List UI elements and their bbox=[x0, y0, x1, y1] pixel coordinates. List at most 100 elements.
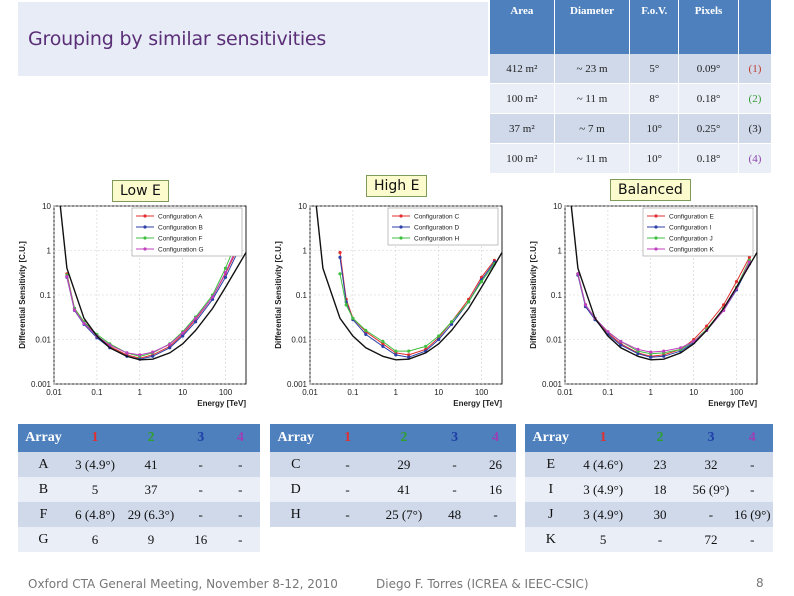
array-row: G 6 9 16- bbox=[18, 527, 260, 552]
footer-meeting: Oxford CTA General Meeting, November 8-1… bbox=[28, 577, 338, 591]
data-point bbox=[394, 353, 398, 357]
array-cell: G bbox=[18, 527, 69, 552]
array-cell: J bbox=[525, 502, 577, 527]
array-header-cell: 4 bbox=[731, 424, 773, 452]
data-point bbox=[649, 350, 653, 354]
specs-cell: 412 m² bbox=[490, 54, 555, 84]
y-tick-label: 1 bbox=[558, 247, 563, 256]
array-cell: I bbox=[525, 477, 577, 502]
legend-swatch-marker bbox=[399, 214, 403, 218]
array-table-balanced: Array 1 2 3 4 E 4 (4.6°) 23 32- I 3 (4.9°) 18 56 (9°… bbox=[525, 424, 773, 552]
array-row: B 5 37- - bbox=[18, 477, 260, 502]
legend-label: Configuration C bbox=[414, 214, 459, 221]
specs-row: 100 m² ~ 11 m 10° 0.18° (4) bbox=[490, 143, 773, 174]
array-cell: E bbox=[525, 452, 577, 477]
data-point bbox=[437, 334, 441, 338]
specs-tag-cell: (4) bbox=[738, 143, 773, 174]
data-point bbox=[619, 339, 623, 344]
array-table-high-e: Array 1 2 3 4 C -29-26 D -41-16 H -25 (7°) 48- bbox=[270, 424, 516, 527]
array-cell: 6 (4.8°) bbox=[68, 502, 122, 527]
data-point bbox=[407, 353, 411, 357]
array-cell: B bbox=[18, 477, 69, 502]
specs-cell: 0.18° bbox=[678, 83, 739, 114]
array-cell: 18 bbox=[629, 477, 691, 502]
array-cell: - bbox=[434, 477, 476, 502]
legend-label: Configuration D bbox=[414, 225, 459, 232]
y-tick-label: 0.01 bbox=[35, 336, 51, 345]
array-cell: - bbox=[180, 477, 221, 502]
array-header-cell: Array bbox=[270, 424, 322, 452]
data-point bbox=[344, 303, 348, 307]
legend-label: Configuration G bbox=[158, 247, 204, 254]
data-point bbox=[747, 255, 751, 259]
y-tick-label: 0.1 bbox=[40, 291, 52, 300]
array-cell: F bbox=[18, 502, 69, 527]
data-point bbox=[722, 303, 726, 307]
x-tick-label: 0.01 bbox=[302, 388, 318, 397]
legend-label: Configuration B bbox=[158, 225, 203, 232]
array-cell: - bbox=[220, 477, 260, 502]
array-header-cell: 1 bbox=[321, 424, 374, 452]
y-tick-label: 1 bbox=[47, 247, 52, 256]
data-point bbox=[636, 352, 640, 356]
array-cell: 32 bbox=[690, 452, 732, 477]
array-header-cell: 1 bbox=[68, 424, 122, 452]
specs-cell: 100 m² bbox=[490, 143, 555, 174]
legend-swatch-marker bbox=[399, 236, 403, 240]
array-cell: 16 (9°) bbox=[731, 502, 773, 527]
y-tick-label: 0.1 bbox=[551, 291, 563, 300]
array-header-cell: Array bbox=[525, 424, 577, 452]
specs-tag-cell: (2) bbox=[738, 83, 773, 114]
y-tick-label: 10 bbox=[298, 202, 307, 211]
array-cell: C bbox=[270, 452, 322, 477]
specs-header-diameter: Diameter bbox=[554, 0, 631, 54]
data-point bbox=[151, 354, 155, 358]
array-cell: 29 (6.3°) bbox=[121, 502, 181, 527]
data-point bbox=[679, 346, 683, 350]
data-point bbox=[223, 270, 228, 275]
array-cell: - bbox=[731, 452, 773, 477]
x-tick-label: 1 bbox=[649, 388, 654, 397]
array-cell: - bbox=[220, 502, 260, 527]
array-cell: - bbox=[321, 477, 374, 502]
specs-header-pixels: Pixels bbox=[678, 0, 739, 54]
data-point bbox=[211, 295, 215, 299]
array-row: H -25 (7°) 48- bbox=[270, 502, 516, 527]
data-point bbox=[223, 275, 228, 279]
x-tick-label: 0.01 bbox=[557, 388, 573, 397]
specs-header-area: Area bbox=[490, 0, 555, 54]
array-header-row: Array 1 2 3 4 bbox=[525, 424, 773, 452]
specs-cell: 8° bbox=[629, 83, 680, 114]
array-row: D -41-16 bbox=[270, 477, 516, 502]
specs-cell: ~ 11 m bbox=[554, 83, 631, 114]
array-header-cell: 2 bbox=[373, 424, 435, 452]
array-cell: 23 bbox=[629, 452, 691, 477]
array-cell: 3 (4.9°) bbox=[576, 477, 630, 502]
array-cell: 25 (7°) bbox=[373, 502, 435, 527]
data-point bbox=[381, 339, 385, 344]
y-tick-label: 10 bbox=[42, 202, 51, 211]
data-point bbox=[364, 328, 368, 332]
y-tick-label: 10 bbox=[553, 202, 562, 211]
array-cell: D bbox=[270, 477, 322, 502]
array-cell: 3 (4.9°) bbox=[68, 452, 122, 477]
data-point bbox=[194, 320, 198, 324]
x-tick-label: 10 bbox=[689, 388, 698, 397]
data-point bbox=[364, 332, 368, 336]
legend-label: Configuration I bbox=[669, 225, 711, 232]
x-tick-label: 100 bbox=[475, 388, 489, 397]
x-tick-label: 0.01 bbox=[46, 388, 62, 397]
array-cell: - bbox=[434, 452, 476, 477]
data-point bbox=[138, 353, 142, 357]
array-cell: 48 bbox=[434, 502, 476, 527]
array-cell: 29 bbox=[373, 452, 435, 477]
y-axis-label: Differential Sensitivity [C.U.] bbox=[18, 241, 27, 349]
legend-label: Configuration A bbox=[158, 214, 203, 221]
reference-curve bbox=[315, 205, 503, 361]
legend-swatch-marker bbox=[654, 247, 658, 251]
